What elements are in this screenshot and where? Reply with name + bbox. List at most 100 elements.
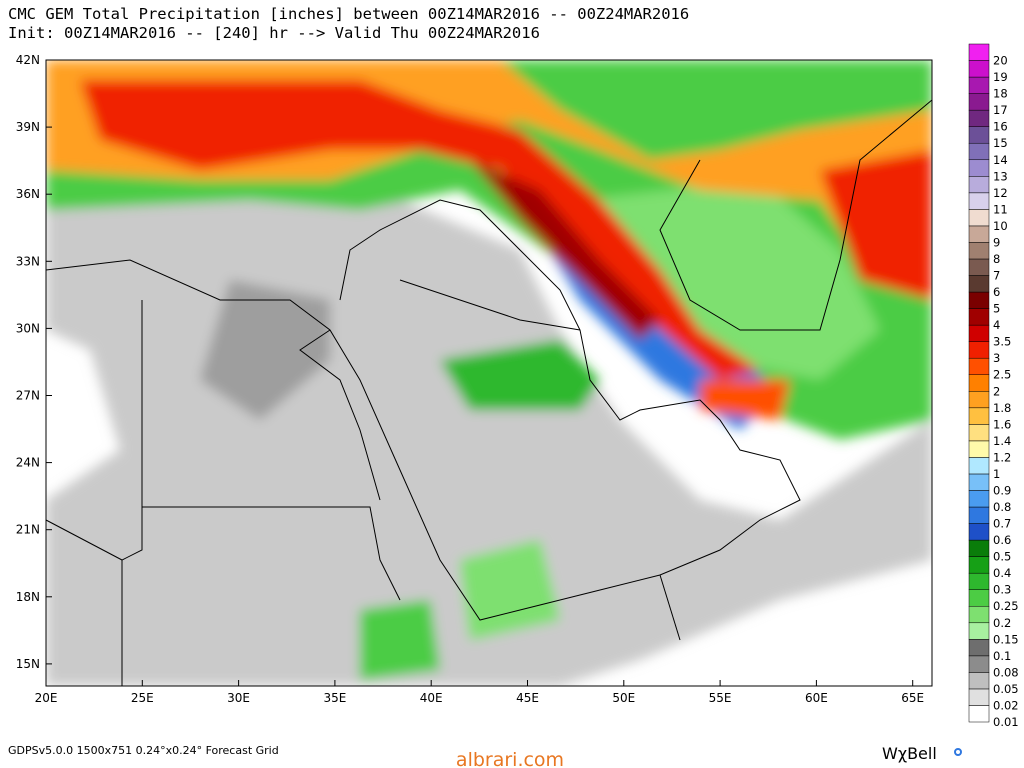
colorbar-swatch	[968, 589, 990, 607]
colorbar: 0.01 0.02 0.05 0.08 0.1 0.15 0.2 0.25 0.3 0.4 0.5 0…	[968, 43, 1019, 729]
colorbar-swatch	[968, 225, 990, 243]
lon-label: 65E	[901, 691, 924, 705]
colorbar-label: 0.08	[993, 665, 1019, 679]
colorbar-label: 3	[993, 351, 1000, 365]
colorbar-swatch	[968, 60, 990, 78]
colorbar-swatch	[968, 523, 990, 541]
colorbar-swatch	[968, 93, 990, 111]
colorbar-swatch	[968, 275, 990, 293]
colorbar-label: 0.02	[993, 698, 1019, 712]
colorbar-label: 5	[993, 302, 1000, 316]
colorbar-swatch	[968, 76, 990, 94]
colorbar-label: 0.3	[993, 583, 1011, 597]
lon-label: 45E	[516, 691, 539, 705]
colorbar-label: 20	[993, 54, 1008, 68]
grid-info: GDPSv5.0.0 1500x751 0.24°x0.24° Forecast…	[8, 744, 279, 757]
colorbar-swatch	[968, 142, 990, 161]
colorbar-swatch	[968, 209, 990, 227]
logo-dot	[954, 748, 962, 756]
colorbar-label: 3.5	[993, 335, 1011, 349]
colorbar-label: 0.25	[993, 599, 1019, 613]
title: CMC GEM Total Precipitation [inches] bet…	[8, 5, 689, 23]
lon-label: 50E	[612, 691, 635, 705]
colorbar-swatch	[968, 655, 990, 673]
colorbar-label: 9	[993, 235, 1000, 249]
logo: WχBell	[882, 744, 937, 763]
colorbar-swatch	[968, 490, 990, 508]
lat-label: 42N	[16, 53, 40, 67]
borders	[46, 99, 932, 686]
axes: 42N 39N 36N 33N 30N 27N 24N 21N 18N 15N 20E 25E 30E 3…	[16, 53, 924, 705]
colorbar-swatch	[968, 622, 990, 640]
lat-label: 18N	[16, 590, 40, 604]
colorbar-label: 12	[993, 186, 1008, 200]
colorbar-label: 7	[993, 269, 1000, 283]
colorbar-label: 0.8	[993, 500, 1011, 514]
colorbar-label: 1.6	[993, 417, 1011, 431]
colorbar-label: 15	[993, 136, 1008, 150]
colorbar-label: 0.01	[993, 715, 1019, 729]
colorbar-label: 10	[993, 219, 1008, 233]
lat-label: 39N	[16, 120, 40, 134]
colorbar-swatch	[968, 539, 990, 557]
lat-label: 33N	[16, 254, 40, 268]
precip-field	[46, 60, 932, 686]
colorbar-label: 6	[993, 285, 1000, 299]
colorbar-label: 1.4	[993, 434, 1011, 448]
colorbar-swatch	[968, 440, 990, 458]
colorbar-swatch	[968, 324, 990, 342]
lon-label: 40E	[420, 691, 443, 705]
lat-label: 15N	[16, 657, 40, 671]
colorbar-label: 0.7	[993, 517, 1011, 531]
subtitle: Init: 00Z14MAR2016 -- [240] hr --> Valid…	[8, 24, 540, 42]
colorbar-swatch	[968, 556, 990, 574]
colorbar-swatch	[968, 705, 990, 723]
colorbar-swatch	[968, 473, 990, 491]
colorbar-swatch	[968, 308, 990, 326]
colorbar-label: 0.4	[993, 566, 1011, 580]
colorbar-label: 8	[993, 252, 1000, 266]
colorbar-label: 16	[993, 120, 1008, 134]
lon-label: 60E	[805, 691, 828, 705]
lat-label: 36N	[16, 187, 40, 201]
colorbar-swatch	[968, 407, 990, 425]
colorbar-label: 2	[993, 384, 1000, 398]
colorbar-swatch	[968, 291, 990, 309]
colorbar-label: 18	[993, 87, 1008, 101]
colorbar-label: 19	[993, 70, 1008, 84]
colorbar-swatch	[968, 374, 990, 392]
lon-label: 25E	[131, 691, 154, 705]
lat-label: 21N	[16, 523, 40, 537]
lat-label: 27N	[16, 389, 40, 403]
colorbar-label: 1	[993, 467, 1000, 481]
colorbar-swatch	[968, 192, 990, 210]
lat-label: 24N	[16, 456, 40, 470]
lat-label: 30N	[16, 321, 40, 335]
colorbar-swatch	[968, 424, 990, 442]
colorbar-swatch	[968, 688, 990, 706]
colorbar-swatch	[968, 159, 990, 177]
colorbar-swatch	[968, 176, 990, 194]
colorbar-label: 0.2	[993, 616, 1011, 630]
colorbar-label: 1.2	[993, 450, 1011, 464]
lon-label: 55E	[709, 691, 732, 705]
colorbar-label: 0.1	[993, 649, 1011, 663]
colorbar-swatch	[968, 258, 990, 276]
colorbar-swatch	[968, 242, 990, 260]
colorbar-swatch	[968, 672, 990, 690]
colorbar-label: 4	[993, 318, 1000, 332]
colorbar-swatch	[968, 572, 990, 590]
colorbar-label: 14	[993, 153, 1008, 167]
colorbar-swatch	[968, 391, 990, 409]
colorbar-swatch	[968, 605, 990, 624]
lon-label: 30E	[227, 691, 250, 705]
colorbar-label: 11	[993, 202, 1008, 216]
colorbar-label: 0.05	[993, 682, 1019, 696]
lon-label: 20E	[35, 691, 58, 705]
colorbar-swatch	[968, 506, 990, 524]
colorbar-label: 0.9	[993, 483, 1011, 497]
colorbar-swatch	[968, 341, 990, 359]
colorbar-swatch	[968, 43, 990, 61]
